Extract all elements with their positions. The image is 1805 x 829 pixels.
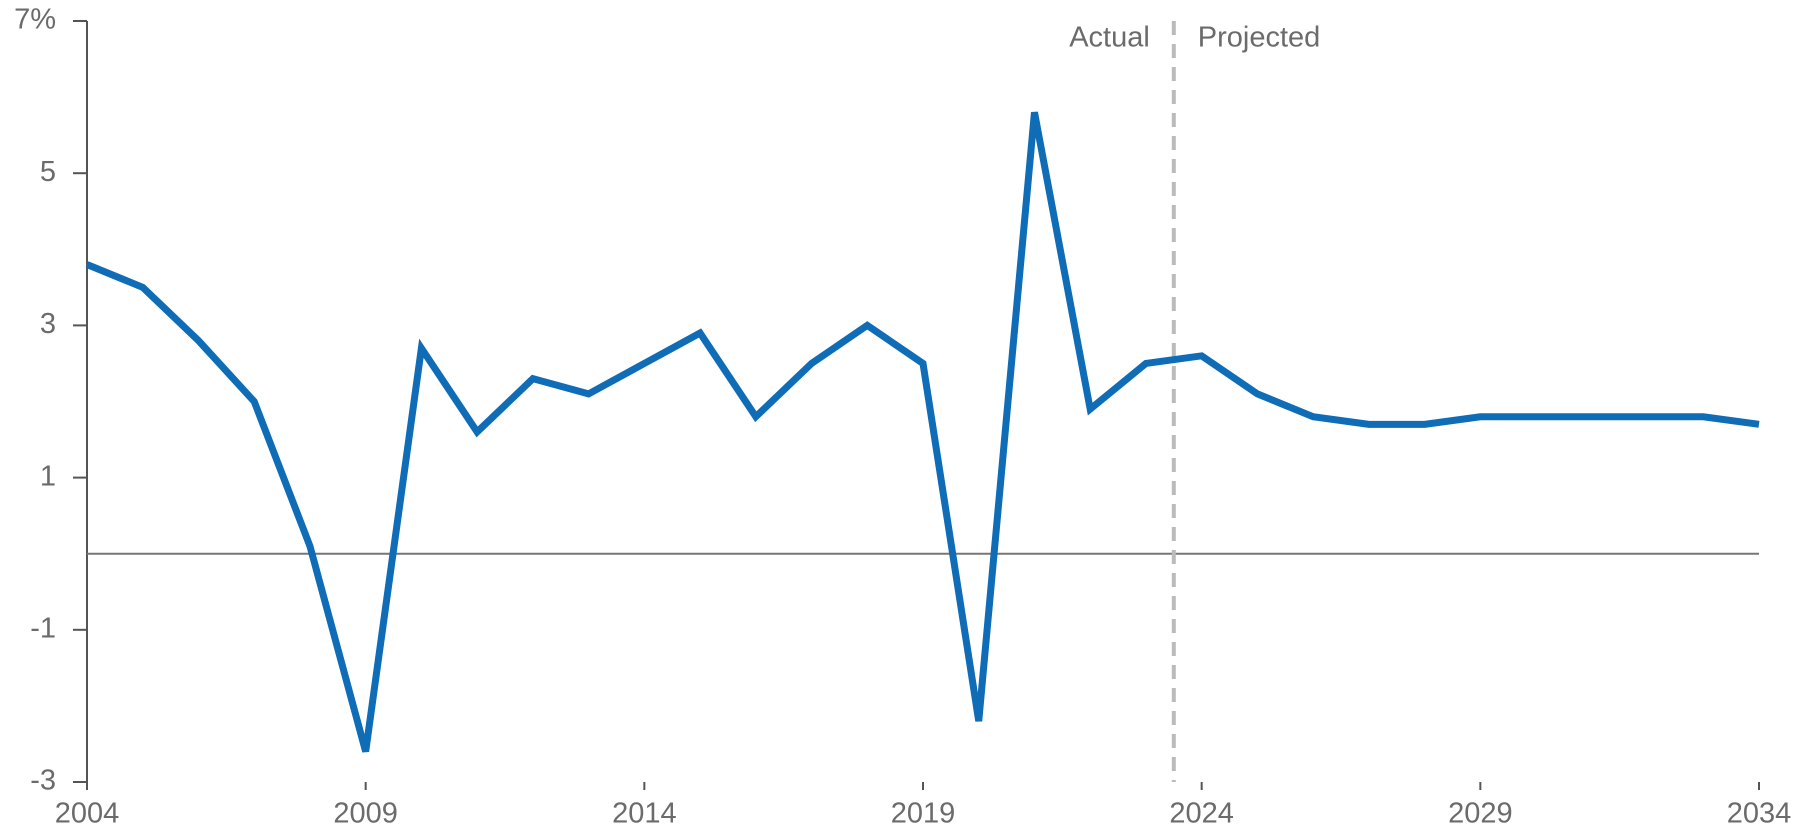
x-tick-label: 2034: [1727, 798, 1792, 829]
y-tick-label: 1: [40, 460, 56, 492]
y-tick-label: -1: [30, 612, 56, 644]
line: [85, 111, 1760, 753]
x-tick-label: 2014: [612, 798, 677, 829]
x-tick-label: 2009: [333, 798, 398, 829]
x-tick-label: 2004: [55, 798, 120, 829]
x-tick-label: 2029: [1448, 798, 1513, 829]
annotation: Projected: [1198, 22, 1321, 54]
x-tick-label: 2019: [891, 798, 956, 829]
annotation: Actual: [1069, 22, 1150, 54]
y-tick-label: -3: [30, 765, 56, 797]
y-tick-label: 5: [40, 156, 56, 188]
x-tick-label: 2024: [1169, 798, 1234, 829]
y-tick-label: 7%: [14, 4, 56, 36]
y-tick-label: 3: [40, 308, 56, 340]
